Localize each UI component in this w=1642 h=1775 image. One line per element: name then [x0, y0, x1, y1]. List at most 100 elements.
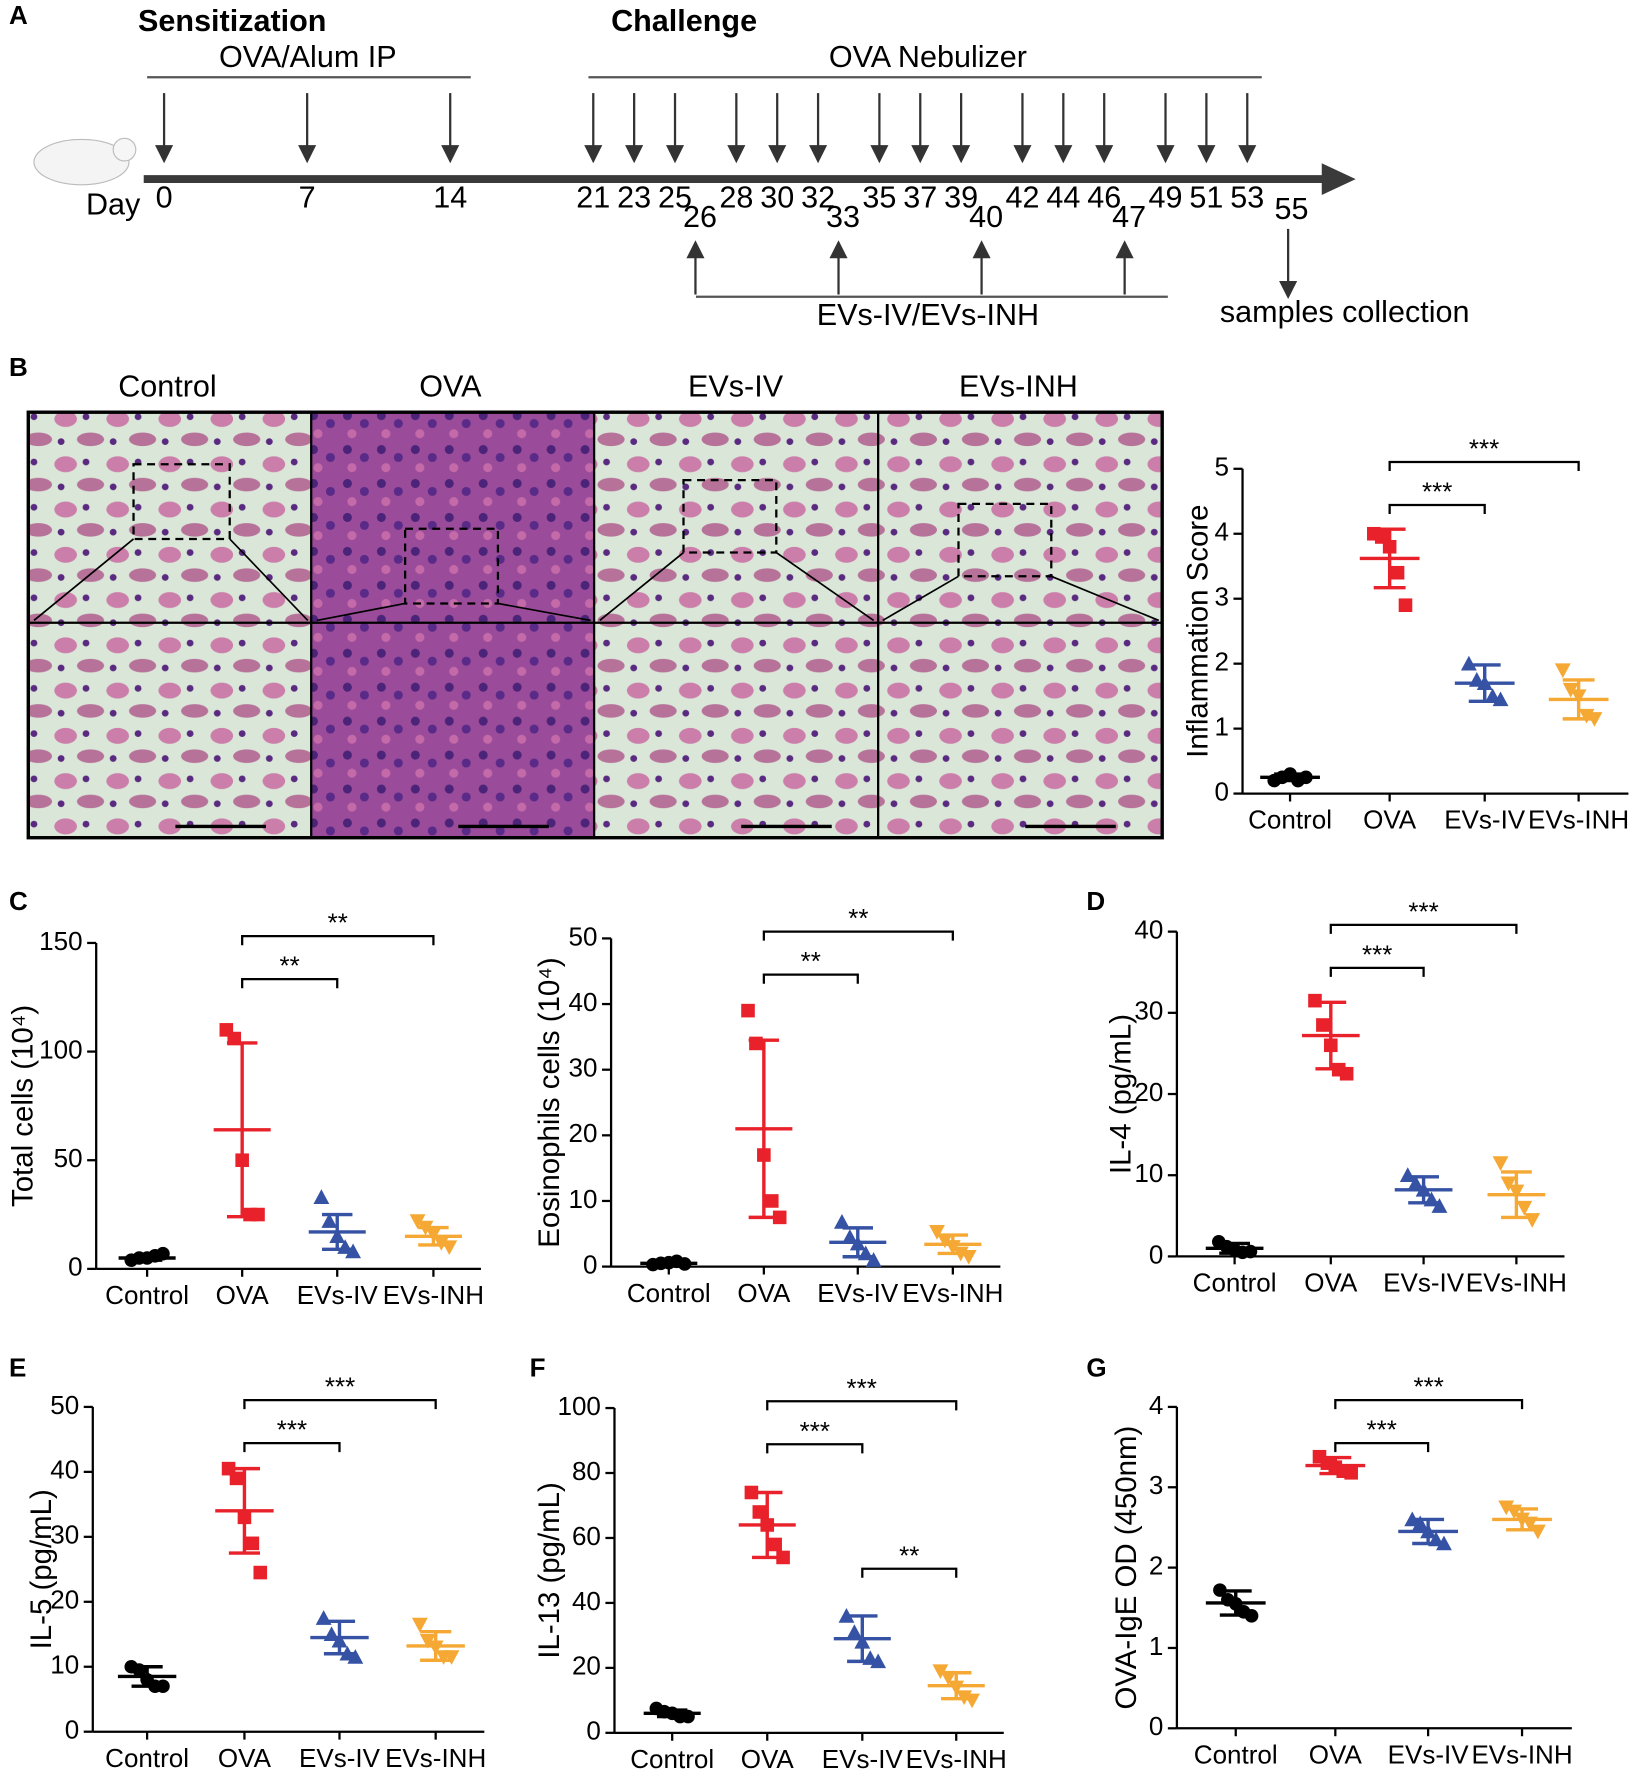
- x-tick-label: Control: [105, 1280, 189, 1310]
- x-tick-label: Control: [627, 1278, 711, 1308]
- histology-image: [878, 622, 1163, 838]
- zoom-line: [497, 602, 591, 622]
- data-point: [1415, 1181, 1432, 1197]
- arrowhead: [1013, 145, 1032, 164]
- arrowhead: [1115, 240, 1134, 259]
- data-point: [321, 1213, 338, 1228]
- data-point: [1398, 598, 1413, 612]
- data-point: [757, 1148, 771, 1162]
- data-point: [681, 1709, 695, 1724]
- y-tick-label: 0: [1149, 1239, 1163, 1269]
- y-tick-label: 10: [50, 1650, 79, 1680]
- data-point: [425, 1227, 442, 1243]
- data-point: [1554, 663, 1571, 679]
- data-point: [1570, 689, 1587, 705]
- data-point: [838, 1607, 855, 1623]
- x-tick-label: EVs-INH: [1466, 1268, 1567, 1298]
- x-tick-label: Control: [1248, 805, 1332, 835]
- data-point: [443, 1650, 460, 1665]
- data-point: [1562, 682, 1579, 698]
- zoom-line: [229, 538, 309, 622]
- treatment-day: 26: [683, 200, 717, 234]
- data-point: [1308, 993, 1322, 1008]
- arrowhead: [665, 145, 685, 164]
- data-point: [347, 1649, 364, 1664]
- x-tick-label: OVA: [1363, 805, 1417, 835]
- significance-label: **: [848, 903, 868, 933]
- day-number: 14: [433, 181, 467, 215]
- data-point: [1506, 1504, 1523, 1520]
- significance-bracket: [1334, 1398, 1524, 1410]
- histology-image: [311, 412, 595, 623]
- data-point: [1316, 1018, 1330, 1032]
- data-point: [1382, 539, 1397, 554]
- arrowhead: [972, 240, 991, 259]
- y-tick-label: 2: [1149, 1550, 1163, 1580]
- data-point: [741, 1003, 755, 1018]
- y-tick-label: 10: [1134, 1158, 1163, 1188]
- data-point: [227, 1031, 242, 1046]
- arrowhead: [952, 145, 971, 164]
- significance-label: **: [899, 1540, 919, 1570]
- y-tick-label: 1: [1214, 711, 1228, 741]
- data-point: [1431, 1198, 1448, 1213]
- data-point: [1492, 1156, 1509, 1171]
- y-tick-label: 40: [569, 987, 598, 1017]
- data-point: [929, 1225, 945, 1240]
- histology: [26, 410, 1164, 840]
- y-tick-label: 0: [65, 1715, 79, 1745]
- y-tick-label: 150: [39, 926, 82, 956]
- mouse-icon: [33, 138, 130, 186]
- day-number: 44: [1046, 181, 1080, 215]
- arrowhead: [584, 145, 603, 164]
- data-point: [313, 1189, 330, 1204]
- data-point: [1460, 655, 1477, 671]
- data-point: [944, 1240, 961, 1255]
- data-point: [865, 1252, 882, 1267]
- histology-label: EVs-IV: [688, 370, 784, 404]
- arrowhead: [829, 240, 848, 259]
- data-point: [156, 1679, 170, 1694]
- arrowhead: [1156, 145, 1175, 164]
- data-point: [960, 1249, 977, 1265]
- data-point: [433, 1235, 450, 1251]
- data-point: [870, 1653, 887, 1669]
- y-axis-label: IL-13 (pg/mL): [533, 1482, 566, 1659]
- day-number: 32: [801, 181, 835, 215]
- histology-label: Control: [118, 370, 216, 404]
- data-point: [245, 1536, 260, 1551]
- data-point: [752, 1505, 767, 1519]
- data-point: [1492, 691, 1509, 707]
- data-point: [237, 1510, 252, 1525]
- data-point: [846, 1624, 863, 1639]
- data-point: [854, 1633, 871, 1649]
- data-point: [315, 1610, 332, 1625]
- data-point: [776, 1550, 790, 1565]
- zoom-line: [775, 551, 875, 622]
- y-tick-label: 40: [50, 1455, 79, 1485]
- data-point: [1529, 1524, 1546, 1540]
- data-point: [337, 1239, 354, 1254]
- x-tick-label: EVs-INH: [902, 1278, 1003, 1308]
- arrowhead: [298, 145, 317, 164]
- data-point: [1500, 1176, 1517, 1192]
- data-point: [1420, 1523, 1437, 1539]
- y-tick-label: 0: [586, 1716, 600, 1746]
- data-point: [1436, 1535, 1452, 1551]
- data-point: [760, 1518, 775, 1532]
- significance-bracket: [241, 935, 435, 946]
- y-tick-label: 60: [572, 1521, 601, 1551]
- panel-label: D: [1086, 886, 1105, 916]
- sensitization-title: Sensitization: [138, 4, 326, 38]
- day-number: 42: [1005, 181, 1039, 215]
- data-point: [1399, 1167, 1416, 1183]
- data-point: [229, 1471, 244, 1486]
- x-tick-label: OVA: [741, 1744, 795, 1774]
- collection-day: 55: [1275, 192, 1309, 226]
- y-tick-label: 10: [569, 1184, 598, 1214]
- data-point: [1344, 1466, 1358, 1480]
- data-point: [1243, 1244, 1258, 1259]
- significance-bracket: [762, 930, 954, 941]
- y-axis-label: IL-4 (pg/mL): [1104, 1014, 1137, 1174]
- y-tick-label: 2: [1214, 647, 1228, 677]
